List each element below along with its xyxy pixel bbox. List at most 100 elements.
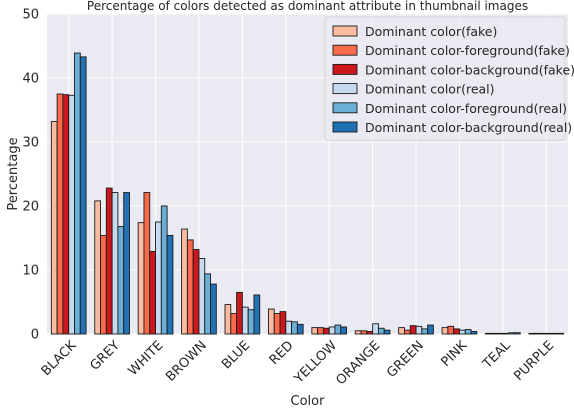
x-tick-label: PURPLE — [511, 338, 557, 384]
bar — [149, 250, 156, 335]
bar — [253, 294, 261, 335]
legend-label: Dominant color(fake) — [365, 24, 497, 39]
bar — [459, 329, 466, 335]
legend-swatch — [332, 44, 358, 56]
bar — [354, 330, 362, 335]
x-tick-label: YELLOW — [291, 338, 340, 387]
x-tick-label: GREY — [87, 338, 123, 374]
bar — [296, 323, 304, 335]
bar — [117, 226, 125, 335]
bar — [360, 330, 368, 335]
bar — [447, 325, 455, 335]
bar — [224, 304, 232, 335]
bar — [317, 327, 324, 335]
bar — [514, 332, 521, 335]
bar — [94, 200, 101, 335]
bar — [279, 311, 287, 335]
bar — [383, 329, 391, 335]
bar — [366, 330, 374, 335]
bar — [398, 327, 405, 335]
legend-label: Dominant color-background(real) — [365, 120, 572, 135]
bar — [508, 332, 515, 335]
bar — [485, 332, 492, 335]
bar — [198, 258, 206, 335]
y-tick-label: 20 — [22, 200, 39, 215]
bar — [372, 323, 379, 335]
bar — [464, 329, 472, 335]
bar — [470, 330, 478, 335]
bar — [204, 273, 211, 335]
bar — [79, 56, 87, 335]
y-tick-label: 30 — [22, 136, 39, 151]
bar — [166, 234, 174, 335]
bar — [285, 320, 293, 335]
legend-label: Dominant color-foreground(real) — [365, 101, 567, 116]
bar — [340, 326, 348, 335]
bar — [247, 309, 255, 335]
legend-swatch — [332, 83, 358, 95]
bar — [137, 222, 145, 335]
bar — [210, 283, 217, 335]
bar — [123, 192, 130, 335]
bar — [453, 328, 460, 335]
bar — [186, 239, 194, 335]
bar — [421, 328, 429, 335]
bar — [557, 332, 565, 335]
legend-box — [324, 16, 566, 141]
bar — [528, 332, 536, 335]
bar — [534, 332, 541, 335]
x-tick-label: BLACK — [39, 338, 80, 379]
bar — [100, 234, 107, 335]
bar — [427, 324, 434, 335]
legend-swatch — [332, 102, 358, 114]
legend-label: Dominant color(real) — [365, 82, 495, 97]
bar — [322, 327, 330, 335]
y-tick-label: 0 — [31, 328, 39, 343]
bar — [291, 321, 298, 335]
x-tick-label: TEAL — [480, 338, 515, 373]
bar — [334, 324, 342, 335]
legend-swatch — [332, 25, 358, 37]
bar — [111, 192, 119, 335]
x-tick-label: BROWN — [163, 338, 210, 385]
bar — [502, 332, 510, 335]
x-tick-label: PINK — [439, 338, 471, 370]
x-tick-label: RED — [267, 338, 297, 368]
bar — [56, 93, 64, 335]
legend-swatch — [332, 63, 358, 75]
bars — [50, 52, 565, 335]
bar — [62, 94, 70, 335]
bar — [160, 205, 168, 335]
legend-label: Dominant color-foreground(fake) — [365, 43, 570, 58]
bar — [490, 332, 498, 335]
bar — [409, 325, 417, 335]
bar — [551, 332, 559, 335]
legend: Dominant color(fake) Dominant color-foreg… — [324, 16, 574, 141]
bar — [50, 121, 58, 335]
x-tick-label: BLUE — [219, 338, 253, 372]
bar — [236, 291, 243, 335]
bar — [267, 308, 275, 335]
bar — [143, 192, 151, 335]
bar — [68, 94, 75, 335]
x-tick-label: WHITE — [126, 338, 167, 379]
x-tick-label: GREEN — [384, 338, 427, 381]
legend-swatch — [332, 121, 358, 133]
bar — [192, 249, 200, 335]
bar — [496, 332, 504, 335]
chart-title: Percentage of colors detected as dominan… — [87, 0, 528, 13]
bar — [311, 327, 319, 335]
bar — [273, 313, 281, 335]
bar — [404, 329, 411, 335]
bar — [545, 332, 553, 335]
bar — [441, 327, 449, 335]
bar — [105, 187, 113, 335]
x-axis-label: Color — [291, 394, 326, 409]
bar — [540, 332, 547, 335]
grid — [47, 13, 568, 335]
x-tick-label: ORANGE — [333, 338, 383, 388]
bar — [415, 325, 423, 335]
